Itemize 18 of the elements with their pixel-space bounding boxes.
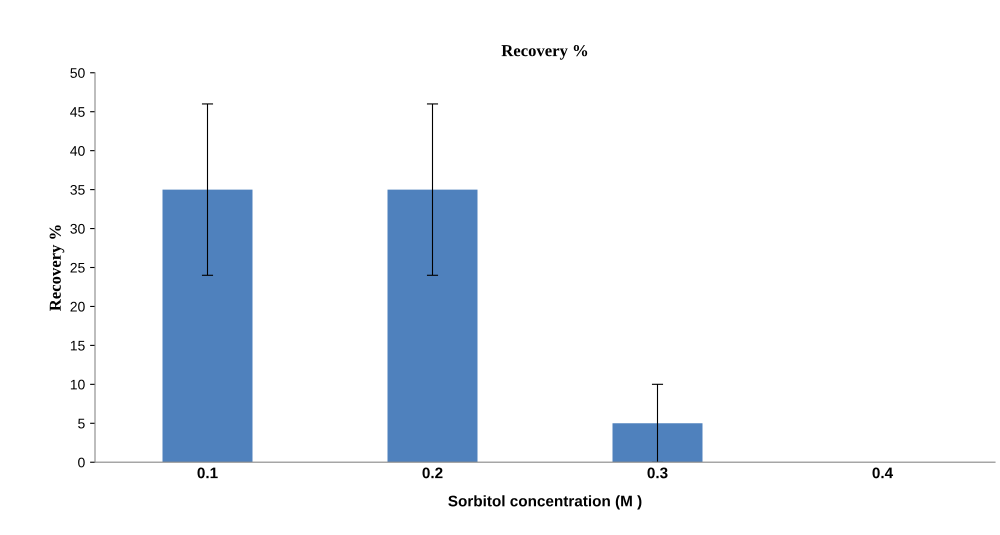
x-tick-label: 0.2 (422, 468, 443, 478)
y-tick-label: 10 (70, 380, 85, 390)
y-tick-label: 30 (70, 224, 85, 234)
y-tick-label: 45 (70, 107, 85, 117)
y-tick-label: 0 (78, 458, 85, 468)
y-tick-label: 5 (78, 418, 85, 428)
y-tick-label: 50 (70, 68, 85, 78)
y-tick-label: 35 (70, 184, 85, 195)
x-tick-label: 0.1 (197, 468, 218, 478)
y-axis-title: Recovery % (50, 225, 64, 311)
x-tick-label: 0.3 (647, 468, 668, 478)
y-tick-label: 15 (70, 340, 85, 351)
y-tick-label: 20 (70, 302, 85, 312)
x-axis-title: Sorbitol concentration (M ) (448, 495, 642, 510)
y-tick-label: 25 (70, 262, 85, 273)
x-tick-label: 0.4 (872, 468, 894, 478)
y-tick-label: 40 (70, 146, 85, 156)
chart-title: Recovery % (502, 45, 588, 60)
